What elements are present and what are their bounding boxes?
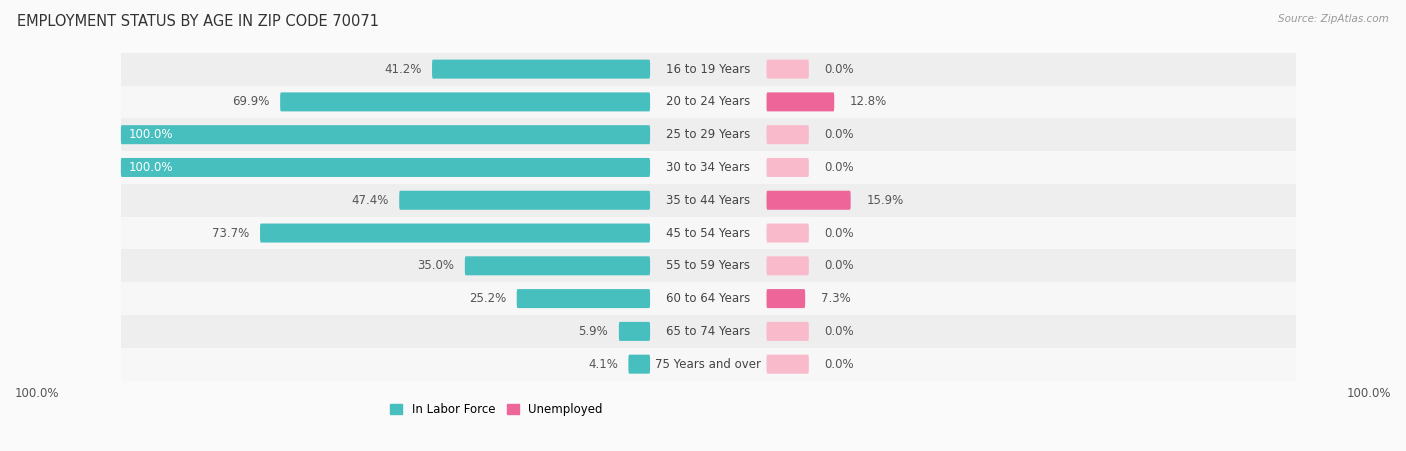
FancyBboxPatch shape bbox=[628, 354, 650, 374]
Text: EMPLOYMENT STATUS BY AGE IN ZIP CODE 70071: EMPLOYMENT STATUS BY AGE IN ZIP CODE 700… bbox=[17, 14, 378, 28]
Text: 0.0%: 0.0% bbox=[825, 358, 855, 371]
Text: 100.0%: 100.0% bbox=[1347, 387, 1391, 400]
Text: 0.0%: 0.0% bbox=[825, 161, 855, 174]
FancyBboxPatch shape bbox=[432, 60, 650, 78]
Bar bbox=[121, 348, 1296, 381]
Text: 47.4%: 47.4% bbox=[352, 194, 388, 207]
Bar bbox=[121, 151, 1296, 184]
Bar bbox=[121, 184, 1296, 216]
Legend: In Labor Force, Unemployed: In Labor Force, Unemployed bbox=[391, 403, 603, 416]
Text: 0.0%: 0.0% bbox=[825, 325, 855, 338]
Bar bbox=[121, 249, 1296, 282]
Text: 12.8%: 12.8% bbox=[851, 96, 887, 108]
Text: 25 to 29 Years: 25 to 29 Years bbox=[666, 128, 751, 141]
Text: 0.0%: 0.0% bbox=[825, 128, 855, 141]
Bar bbox=[121, 53, 1296, 86]
Text: 20 to 24 Years: 20 to 24 Years bbox=[666, 96, 751, 108]
Text: 73.7%: 73.7% bbox=[212, 226, 249, 239]
Text: 41.2%: 41.2% bbox=[384, 63, 422, 76]
Text: 65 to 74 Years: 65 to 74 Years bbox=[666, 325, 751, 338]
FancyBboxPatch shape bbox=[766, 191, 851, 210]
FancyBboxPatch shape bbox=[121, 125, 650, 144]
FancyBboxPatch shape bbox=[766, 224, 808, 243]
FancyBboxPatch shape bbox=[280, 92, 650, 111]
Bar bbox=[121, 282, 1296, 315]
Text: 4.1%: 4.1% bbox=[588, 358, 617, 371]
FancyBboxPatch shape bbox=[766, 125, 808, 144]
Text: 55 to 59 Years: 55 to 59 Years bbox=[666, 259, 751, 272]
Text: 69.9%: 69.9% bbox=[232, 96, 270, 108]
Text: 35.0%: 35.0% bbox=[418, 259, 454, 272]
Bar bbox=[121, 86, 1296, 118]
Bar bbox=[121, 315, 1296, 348]
FancyBboxPatch shape bbox=[766, 60, 808, 78]
Text: 7.3%: 7.3% bbox=[821, 292, 851, 305]
Text: 0.0%: 0.0% bbox=[825, 259, 855, 272]
FancyBboxPatch shape bbox=[619, 322, 650, 341]
FancyBboxPatch shape bbox=[260, 224, 650, 243]
FancyBboxPatch shape bbox=[766, 354, 808, 374]
FancyBboxPatch shape bbox=[766, 289, 806, 308]
Bar bbox=[121, 118, 1296, 151]
FancyBboxPatch shape bbox=[517, 289, 650, 308]
Text: 75 Years and over: 75 Years and over bbox=[655, 358, 761, 371]
Text: 100.0%: 100.0% bbox=[129, 128, 173, 141]
Text: 15.9%: 15.9% bbox=[866, 194, 904, 207]
Text: 100.0%: 100.0% bbox=[15, 387, 59, 400]
Text: 30 to 34 Years: 30 to 34 Years bbox=[666, 161, 751, 174]
FancyBboxPatch shape bbox=[766, 158, 808, 177]
Bar bbox=[121, 216, 1296, 249]
Text: 25.2%: 25.2% bbox=[468, 292, 506, 305]
Text: 45 to 54 Years: 45 to 54 Years bbox=[666, 226, 751, 239]
FancyBboxPatch shape bbox=[766, 256, 808, 275]
FancyBboxPatch shape bbox=[399, 191, 650, 210]
Text: 100.0%: 100.0% bbox=[129, 161, 173, 174]
Text: 0.0%: 0.0% bbox=[825, 63, 855, 76]
FancyBboxPatch shape bbox=[121, 158, 650, 177]
Text: 16 to 19 Years: 16 to 19 Years bbox=[666, 63, 751, 76]
FancyBboxPatch shape bbox=[766, 92, 834, 111]
FancyBboxPatch shape bbox=[465, 256, 650, 275]
Text: 0.0%: 0.0% bbox=[825, 226, 855, 239]
Text: 5.9%: 5.9% bbox=[578, 325, 609, 338]
FancyBboxPatch shape bbox=[766, 322, 808, 341]
Text: 60 to 64 Years: 60 to 64 Years bbox=[666, 292, 751, 305]
Text: 35 to 44 Years: 35 to 44 Years bbox=[666, 194, 751, 207]
Text: Source: ZipAtlas.com: Source: ZipAtlas.com bbox=[1278, 14, 1389, 23]
